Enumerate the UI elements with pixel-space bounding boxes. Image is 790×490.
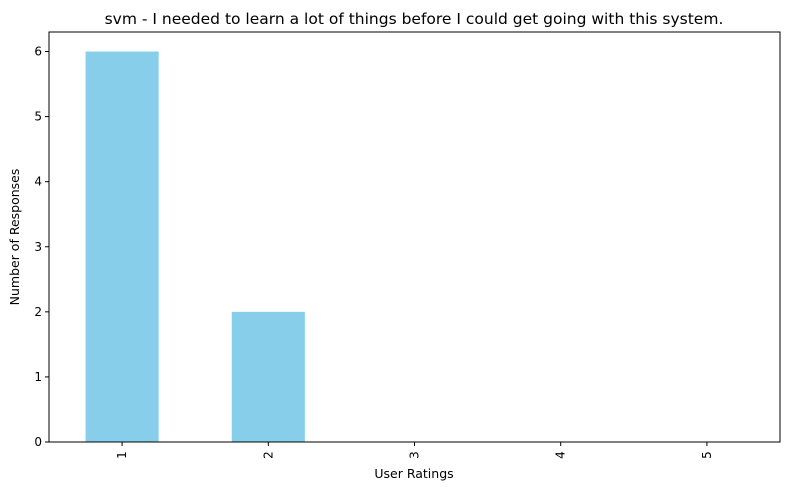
x-axis-label: User Ratings xyxy=(374,466,453,481)
bar-rating-1 xyxy=(85,51,159,443)
x-tick-label: 5 xyxy=(700,451,714,459)
y-tick-label: 4 xyxy=(34,175,42,189)
x-tick-label: 4 xyxy=(554,451,568,459)
x-tick-label: 3 xyxy=(408,451,422,459)
y-axis-label: Number of Responses xyxy=(7,169,22,306)
plot-frame xyxy=(48,31,781,443)
y-axis-ticks: 0 1 2 3 4 5 6 xyxy=(34,45,49,449)
x-axis-ticks: 1 2 3 4 5 xyxy=(115,442,714,459)
x-tick-label: 1 xyxy=(115,451,129,459)
y-tick-label: 5 xyxy=(34,110,42,124)
y-tick-label: 2 xyxy=(34,305,42,319)
y-tick-label: 0 xyxy=(34,435,42,449)
chart-title: svm - I needed to learn a lot of things … xyxy=(105,10,724,28)
x-tick-label: 2 xyxy=(261,451,275,459)
y-tick-label: 3 xyxy=(34,240,42,254)
bars-layer xyxy=(85,51,305,443)
bar-rating-2 xyxy=(231,311,305,442)
y-tick-label: 6 xyxy=(34,45,42,59)
y-tick-label: 1 xyxy=(34,370,42,384)
